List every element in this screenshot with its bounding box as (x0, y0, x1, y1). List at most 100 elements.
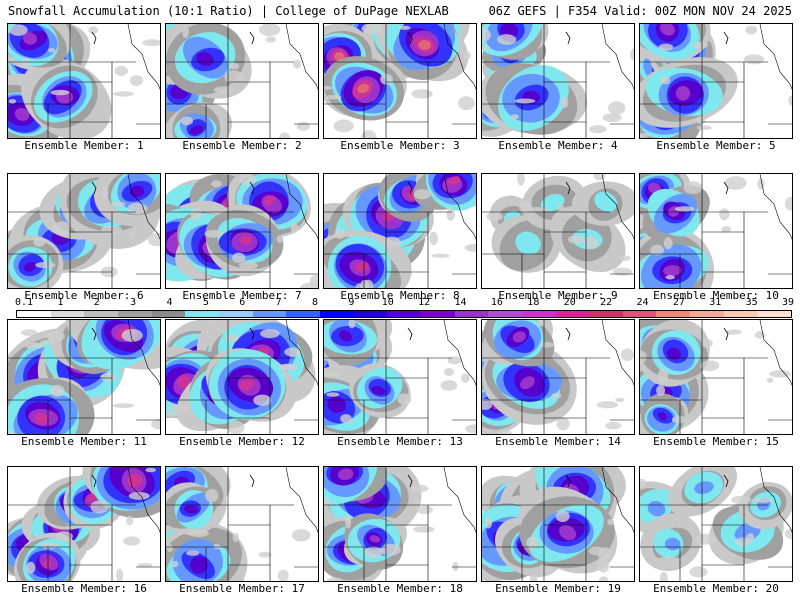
light-snow-patch (598, 576, 609, 581)
state-border (443, 174, 476, 240)
state-border (285, 320, 318, 386)
river-line (407, 181, 413, 195)
snowfall-contour (34, 412, 48, 425)
light-snow-patch (382, 236, 401, 249)
state-border (228, 61, 271, 83)
light-snow-patch (694, 533, 717, 545)
colorbar-swatch (387, 311, 421, 317)
light-snow-patch (213, 543, 221, 550)
light-snow-patch (276, 235, 284, 244)
state-border (227, 82, 271, 123)
member-map-panel (639, 466, 793, 582)
light-snow-patch (620, 348, 634, 361)
river-line (565, 31, 571, 45)
light-snow-patch (551, 392, 562, 399)
light-snow-patch (279, 132, 291, 138)
light-snow-patch (413, 189, 431, 200)
light-snow-patch (752, 497, 773, 503)
member-map-panel (323, 173, 477, 289)
member-map-panel (165, 173, 319, 289)
light-snow-patch (361, 24, 383, 35)
light-snow-patch (145, 467, 157, 473)
light-snow-patch (334, 228, 346, 240)
light-snow-patch (701, 338, 713, 348)
snowfall-map (482, 24, 634, 138)
snowfall-contour (666, 347, 681, 360)
river-line (723, 31, 729, 45)
member-map-panel (323, 466, 477, 582)
snowfall-contour (369, 535, 381, 543)
state-border (70, 504, 113, 526)
snowfall-contour (196, 52, 214, 67)
member-map-panel (639, 319, 793, 435)
light-snow-patch (446, 208, 456, 221)
light-snow-patch (784, 528, 792, 540)
light-snow-patch (769, 370, 791, 378)
state-border (386, 504, 429, 526)
light-snow-patch (497, 429, 512, 434)
light-snow-patch (482, 45, 491, 51)
state-border (69, 232, 113, 273)
light-snow-patch (539, 342, 555, 348)
ensemble-member-label: Ensemble Member: 16 (21, 582, 147, 595)
snowfall-contour (594, 191, 618, 212)
light-snow-patch (560, 96, 569, 109)
state-border (285, 174, 318, 240)
colorbar-swatch (319, 311, 354, 317)
state-border (443, 320, 476, 386)
snowfall-contour (189, 125, 204, 135)
light-snow-patch (137, 563, 153, 568)
colorbar-tick-label: 20 (563, 297, 576, 308)
colorbar-tick-label: 27 (672, 297, 685, 308)
colorbar-swatch (151, 311, 186, 317)
member-map-panel (7, 173, 161, 289)
light-snow-patch (589, 125, 607, 134)
snowfall-contour (184, 505, 199, 514)
colorbar-swatch (420, 311, 455, 317)
light-snow-patch (526, 536, 539, 550)
river-line (565, 474, 571, 488)
ensemble-member-label: Ensemble Member: 19 (495, 582, 621, 595)
light-snow-patch (166, 544, 173, 553)
state-border (543, 232, 587, 273)
snowfall-map (482, 320, 634, 434)
light-snow-patch (126, 515, 134, 526)
light-snow-patch (665, 275, 675, 280)
river-line (723, 474, 729, 488)
colorbar-swatch (690, 311, 724, 317)
light-snow-patch (510, 114, 519, 120)
light-snow-patch (757, 178, 765, 190)
light-snow-patch (238, 261, 258, 270)
colorbar-tick-label: 31 (709, 297, 722, 308)
light-snow-patch (766, 377, 774, 383)
colorbar-swatch (17, 311, 51, 317)
light-snow-patch (556, 204, 565, 211)
colorbar-tick-label: 8 (312, 297, 319, 308)
member-map-panel (639, 173, 793, 289)
member-map-panel (7, 319, 161, 435)
snowfall-map (640, 467, 792, 581)
light-snow-patch (50, 384, 65, 397)
light-snow-patch (114, 65, 128, 76)
state-border (702, 504, 745, 526)
snowfall-map (166, 467, 318, 581)
snowfall-contour (129, 185, 145, 198)
light-snow-patch (556, 417, 570, 431)
ensemble-member-label: Ensemble Member: 9 (498, 289, 618, 302)
colorbar-tick-label: 0.1 (14, 297, 34, 308)
snowfall-map (8, 24, 160, 138)
light-snow-patch (462, 51, 471, 61)
member-map-panel (481, 319, 635, 435)
light-snow-patch (658, 43, 674, 51)
light-snow-patch (529, 575, 538, 581)
state-border (702, 61, 745, 83)
light-snow-patch (596, 401, 619, 409)
light-snow-patch (583, 235, 599, 250)
state-border (544, 61, 587, 83)
light-snow-patch (258, 24, 281, 37)
snowfall-map (640, 320, 792, 434)
snowfall-contour (512, 331, 526, 343)
state-border (759, 320, 792, 386)
light-snow-patch (567, 235, 585, 244)
snowfall-map (324, 320, 476, 434)
